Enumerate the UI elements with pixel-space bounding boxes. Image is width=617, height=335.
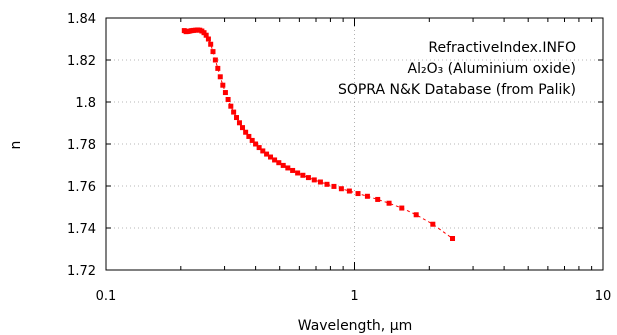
data-point	[208, 41, 214, 47]
data-point	[234, 115, 240, 121]
y-tick-label: 1.82	[67, 54, 96, 69]
data-point	[236, 120, 242, 126]
data-point	[249, 137, 255, 143]
y-tick-label: 1.8	[75, 96, 96, 111]
data-point	[220, 82, 226, 88]
data-point	[222, 90, 228, 96]
data-point	[386, 200, 392, 206]
data-point	[346, 188, 352, 194]
grid	[106, 18, 603, 270]
data-point	[231, 109, 237, 115]
data-point	[364, 193, 370, 199]
y-tick-label: 1.78	[67, 138, 96, 153]
data-point	[243, 129, 249, 135]
data-point	[399, 205, 405, 211]
x-tick-label: 0.1	[96, 289, 117, 304]
data-point	[272, 157, 278, 163]
data-point	[203, 32, 209, 38]
data-point	[280, 162, 286, 168]
data-point	[300, 172, 306, 178]
annotation-material: Al₂O₃ (Aluminium oxide)	[408, 61, 577, 77]
data-point	[260, 148, 266, 154]
data-point	[375, 196, 381, 202]
data-point	[256, 145, 262, 151]
y-tick-label: 1.72	[67, 264, 96, 279]
data-point	[239, 125, 245, 131]
data-point	[285, 165, 291, 171]
data-point	[450, 236, 456, 241]
data-point	[253, 141, 259, 147]
data-point	[295, 170, 301, 176]
data-point	[311, 177, 317, 183]
data-point	[228, 103, 234, 109]
x-tick-label: 1	[350, 289, 358, 304]
y-tick-label: 1.84	[67, 12, 96, 27]
data-point	[268, 154, 274, 160]
data-point	[290, 167, 296, 173]
annotation-source: RefractiveIndex.INFO	[428, 40, 576, 56]
data-point	[212, 57, 218, 63]
x-tick-label: 10	[595, 289, 612, 304]
y-tick-label: 1.74	[67, 222, 96, 237]
x-axis-label: Wavelength, µm	[298, 318, 413, 334]
data-point	[246, 133, 252, 139]
data-point	[331, 183, 337, 189]
data-point	[210, 49, 216, 55]
data-point	[215, 65, 221, 71]
data-point	[355, 191, 361, 197]
data-point	[338, 186, 344, 192]
data-point	[264, 151, 270, 157]
data-point	[413, 212, 419, 218]
y-axis-label: n	[8, 141, 24, 150]
data-point	[324, 181, 330, 187]
y-tick-label: 1.76	[67, 180, 96, 195]
data-point	[201, 30, 207, 36]
data-point	[305, 175, 311, 181]
data-point	[225, 96, 231, 102]
data-point	[276, 160, 282, 166]
axis-ticks: 1.72 1.74 1.76 1.78 1.8 1.82 1.84 0.1 1 10	[67, 12, 611, 304]
data-point	[430, 221, 436, 227]
data-point	[205, 36, 211, 42]
data-point	[317, 179, 323, 185]
annotation-database: SOPRA N&K Database (from Palik)	[338, 82, 576, 98]
data-series	[181, 27, 456, 241]
data-point	[217, 74, 223, 80]
